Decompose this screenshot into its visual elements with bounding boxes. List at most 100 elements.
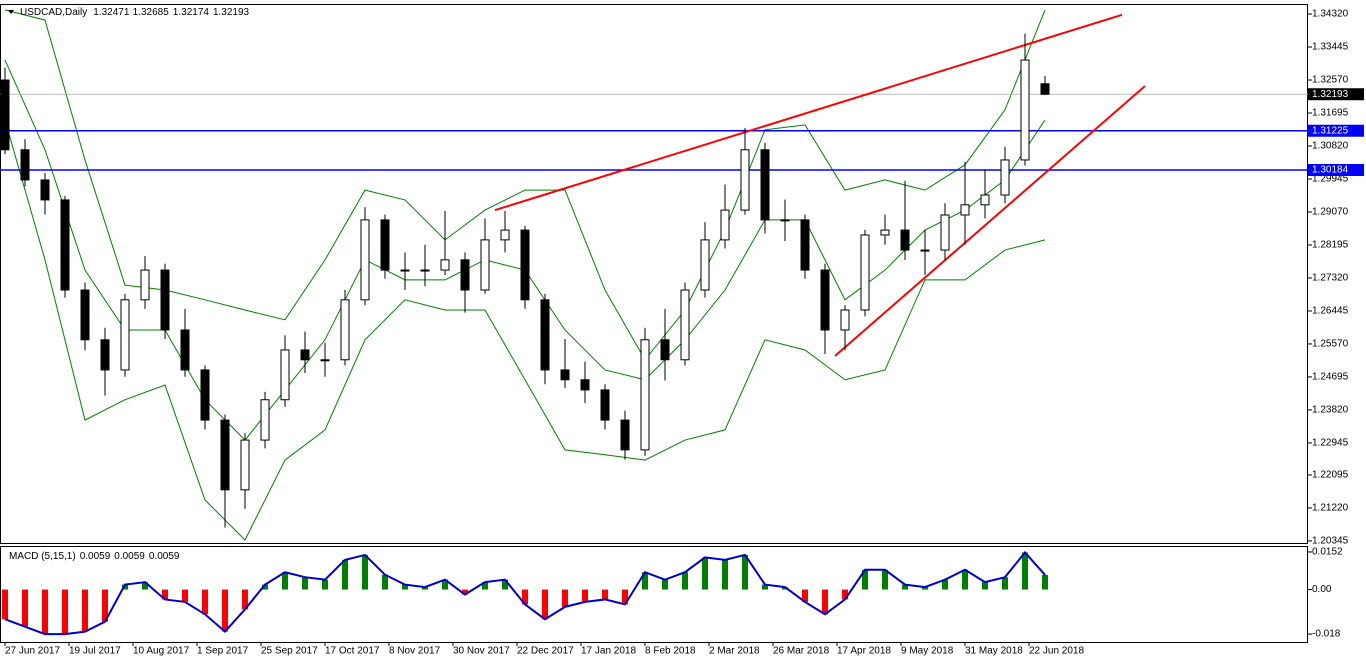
macd-bar <box>822 589 828 615</box>
y-tick-label: 1.23820 <box>1312 405 1349 416</box>
candle-body <box>340 299 350 361</box>
candle-body <box>960 204 970 216</box>
candle-body <box>380 219 390 271</box>
macd-bar <box>142 582 148 590</box>
y-tick-label: 1.30820 <box>1312 141 1349 152</box>
candle-body <box>200 369 210 421</box>
candle-body <box>80 289 90 341</box>
price-header: USDCAD,Daily 1.32471 1.32685 1.32174 1.32193 <box>20 7 250 18</box>
candle-body <box>880 229 890 236</box>
candle-body <box>740 149 750 211</box>
level-tag <box>1308 124 1364 137</box>
candle-body <box>720 209 730 241</box>
macd-bar <box>682 572 688 590</box>
x-tick-label: 27 Jun 2017 <box>5 646 60 657</box>
candle-body <box>300 349 310 361</box>
macd-bar <box>322 579 328 590</box>
x-tick-label: 8 Feb 2018 <box>645 646 696 657</box>
macd-bar <box>922 587 928 590</box>
y-tick-label: 0.00 <box>1312 584 1332 595</box>
macd-bar <box>122 584 128 590</box>
candle-body <box>20 149 30 181</box>
x-tick-label: 17 Apr 2018 <box>837 646 891 657</box>
y-tick-label: 1.24695 <box>1312 372 1349 383</box>
macd-readout: 0.0059 <box>149 551 180 562</box>
candle-body <box>860 234 870 311</box>
macd-bar <box>762 584 768 590</box>
macd-bar <box>422 587 428 590</box>
macd-panel <box>0 546 1308 643</box>
y-tick-label: 1.22095 <box>1312 470 1349 481</box>
macd-bar <box>462 589 468 595</box>
macd-bar <box>542 589 548 620</box>
macd-bar <box>282 572 288 590</box>
y-tick-label: 1.34320 <box>1312 9 1349 20</box>
candle-body <box>1040 83 1050 95</box>
candle-body <box>280 349 290 401</box>
candle-body <box>820 269 830 331</box>
candle-body <box>840 309 850 331</box>
low-value: 1.32174 <box>173 7 210 18</box>
x-tick-label: 25 Sep 2017 <box>261 646 318 657</box>
x-tick-label: 2 Mar 2018 <box>709 646 760 657</box>
bollinger-lower <box>4 119 1046 541</box>
macd-bar <box>662 579 668 590</box>
macd-bar <box>202 589 208 615</box>
macd-signal-line <box>4 550 1046 636</box>
level-tag <box>1308 163 1364 176</box>
x-tick-label: 10 Aug 2017 <box>133 646 190 657</box>
macd-bar <box>62 589 68 635</box>
macd-bar <box>1022 552 1028 590</box>
macd-bar <box>582 589 588 602</box>
candle-body <box>760 149 770 221</box>
candle-body <box>360 219 370 301</box>
y-tick-label: 1.21220 <box>1312 503 1349 514</box>
y-tick-label: 1.28195 <box>1312 240 1349 251</box>
level-label: 1.30184 <box>1312 165 1349 176</box>
y-tick-label: 1.33445 <box>1312 42 1349 53</box>
candle-body <box>520 229 530 301</box>
candle-body <box>140 269 150 301</box>
macd-bar <box>562 589 568 607</box>
macd-readout: 0.0059 <box>114 551 145 562</box>
candle-body <box>40 179 50 201</box>
candle-body <box>220 419 230 491</box>
y-tick-label: 0.0152 <box>1312 547 1343 558</box>
candle-body <box>320 359 330 362</box>
candle-body <box>420 269 430 272</box>
macd-bar <box>162 589 168 600</box>
macd-bar <box>902 584 908 590</box>
x-tick-label: 30 Nov 2017 <box>453 646 510 657</box>
macd-bar <box>402 584 408 590</box>
y-tick-label: 1.32570 <box>1312 75 1349 86</box>
level-label: 1.31225 <box>1312 125 1349 136</box>
candle-body <box>1020 59 1030 161</box>
trend-line <box>834 85 1146 357</box>
candle-body <box>1000 159 1010 196</box>
candle-body <box>560 369 570 381</box>
y-tick-label: 1.22945 <box>1312 438 1349 449</box>
y-tick-label: 1.26445 <box>1312 306 1349 317</box>
macd-bar <box>1042 574 1048 590</box>
x-tick-label: 17 Jan 2018 <box>581 646 636 657</box>
macd-bar <box>862 569 868 590</box>
x-tick-label: 17 Oct 2017 <box>325 646 380 657</box>
macd-bar <box>942 579 948 590</box>
candle-body <box>480 239 490 291</box>
candle-body <box>100 339 110 371</box>
macd-bar <box>602 589 608 600</box>
macd-bar <box>222 589 228 632</box>
macd-bar <box>82 589 88 632</box>
candle-body <box>60 199 70 291</box>
macd-bar <box>802 589 808 602</box>
macd-bar <box>302 577 308 590</box>
candle-body <box>920 249 930 252</box>
candle-body <box>800 219 810 271</box>
symbol: USDCAD,Daily <box>20 7 87 18</box>
x-tick-label: 31 May 2018 <box>965 646 1023 657</box>
candle-body <box>700 239 710 291</box>
candle-body <box>580 379 590 391</box>
macd-bar <box>702 557 708 590</box>
menu-icon[interactable] <box>8 10 14 14</box>
x-tick-label: 22 Dec 2017 <box>517 646 574 657</box>
